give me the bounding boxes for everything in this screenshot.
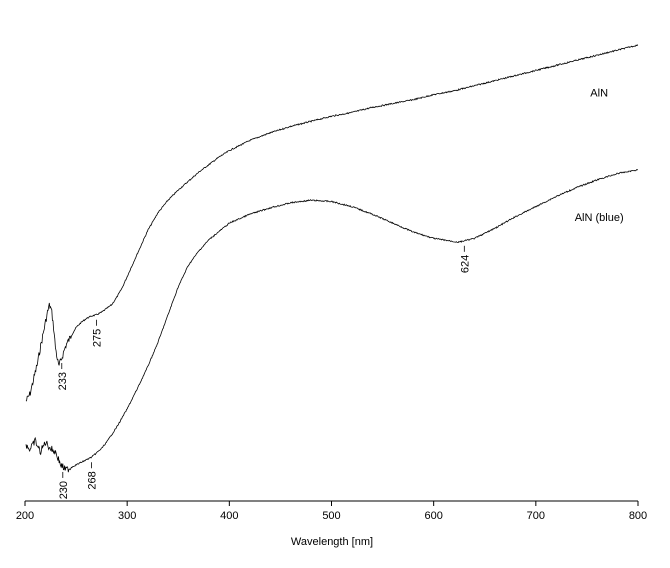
x-axis-title: Wavelength [nm] [291,536,373,548]
x-tick-label-5: 700 [527,510,545,522]
x-tick-label-0: 200 [16,510,34,522]
series-layer: AlN AlN (blue) [25,44,639,473]
annotation-label-3: 268 [86,471,98,489]
series-label-1: AlN (blue) [575,212,624,224]
series-label-0: AlN [590,88,608,100]
annotation-label-4: 624 [459,255,471,273]
x-tick-label-2: 400 [220,510,238,522]
annotation-label-1: 275 [92,329,104,347]
x-tick-label-6: 800 [629,510,647,522]
series-line-1 [25,169,639,473]
annotation-layer: 233 275 230 268 624 [57,245,471,499]
series-line-0 [25,44,639,402]
x-axis: 200 300 400 500 600 700 800 [16,500,647,522]
x-tick-label-3: 500 [322,510,340,522]
annotation-label-2: 230 [58,481,70,499]
x-tick-label-1: 300 [118,510,136,522]
annotation-label-0: 233 [57,372,69,390]
x-tick-label-4: 600 [424,510,442,522]
